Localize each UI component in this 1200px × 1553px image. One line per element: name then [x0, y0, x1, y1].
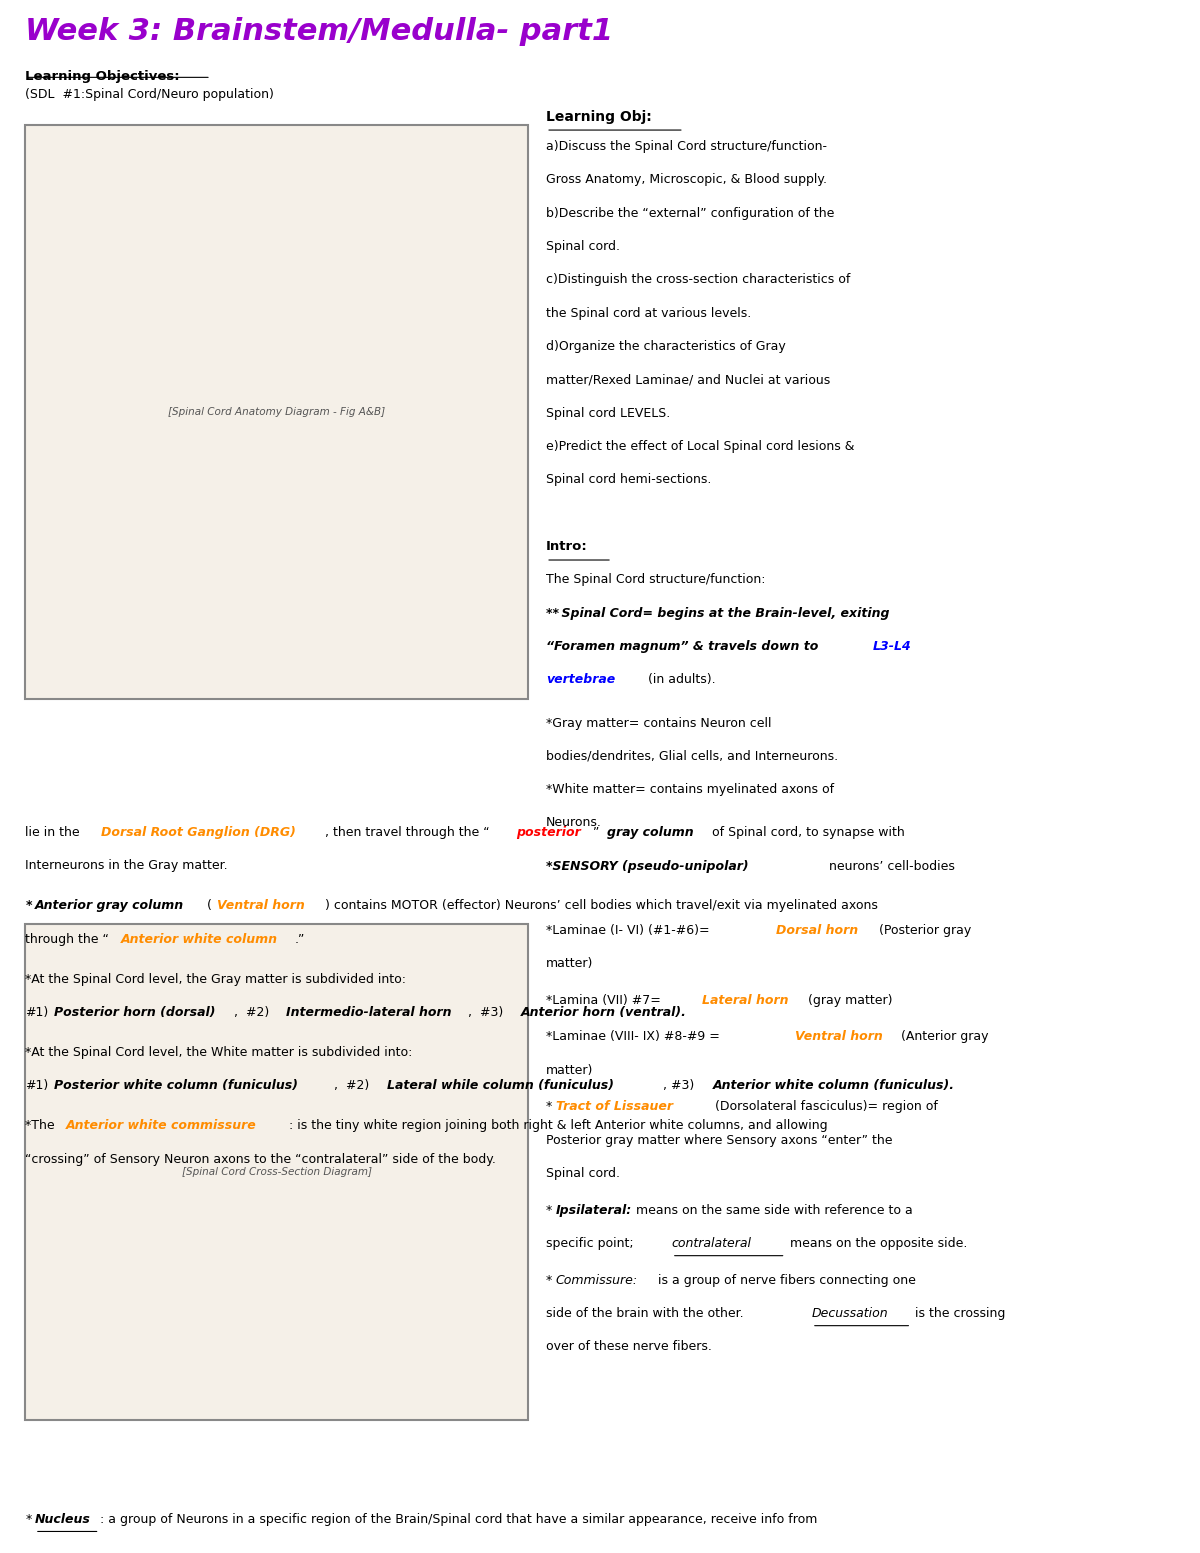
Text: *Gray matter= contains Neuron cell: *Gray matter= contains Neuron cell: [546, 716, 772, 730]
Text: The Spinal Cord structure/function:: The Spinal Cord structure/function:: [546, 573, 766, 585]
Text: Lateral horn: Lateral horn: [702, 994, 788, 1006]
Text: side of the brain with the other.: side of the brain with the other.: [546, 1308, 748, 1320]
Text: *: *: [546, 1101, 552, 1114]
Text: .”: .”: [295, 933, 305, 946]
Text: of Spinal cord, to synapse with: of Spinal cord, to synapse with: [708, 826, 905, 839]
Text: ,  #2): , #2): [335, 1079, 370, 1092]
Text: (: (: [203, 899, 211, 913]
Text: Tract of Lissauer: Tract of Lissauer: [556, 1101, 673, 1114]
Text: Learning Objectives:: Learning Objectives:: [25, 70, 180, 82]
Text: [Spinal Cord Cross-Section Diagram]: [Spinal Cord Cross-Section Diagram]: [181, 1166, 372, 1177]
Text: *Laminae (VIII- IX) #8-#9 =: *Laminae (VIII- IX) #8-#9 =: [546, 1031, 724, 1044]
Text: a)Discuss the Spinal Cord structure/function-: a)Discuss the Spinal Cord structure/func…: [546, 140, 827, 152]
Text: L3-L4: L3-L4: [872, 640, 912, 652]
Text: Nucleus: Nucleus: [35, 1513, 91, 1527]
Text: Dorsal Root Ganglion (DRG): Dorsal Root Ganglion (DRG): [101, 826, 295, 839]
Text: Posterior white column (funiculus): Posterior white column (funiculus): [54, 1079, 298, 1092]
Text: *: *: [546, 1273, 552, 1287]
Text: *: *: [546, 1204, 552, 1216]
Text: means on the opposite side.: means on the opposite side.: [786, 1238, 967, 1250]
Text: Posterior gray matter where Sensory axons “enter” the: Posterior gray matter where Sensory axon…: [546, 1134, 893, 1146]
Text: *At the Spinal Cord level, the Gray matter is subdivided into:: *At the Spinal Cord level, the Gray matt…: [25, 972, 407, 986]
Text: “crossing” of Sensory Neuron axons to the “contralateral” side of the body.: “crossing” of Sensory Neuron axons to th…: [25, 1152, 497, 1166]
Text: *: *: [25, 1513, 31, 1527]
Text: Spinal cord.: Spinal cord.: [546, 1166, 620, 1180]
Text: [Spinal Cord Anatomy Diagram - Fig A&B]: [Spinal Cord Anatomy Diagram - Fig A&B]: [168, 407, 385, 418]
Text: vertebrae: vertebrae: [546, 672, 616, 686]
Text: Ipsilateral:: Ipsilateral:: [556, 1204, 632, 1216]
Text: *: *: [25, 899, 32, 913]
Text: *At the Spinal Cord level, the White matter is subdivided into:: *At the Spinal Cord level, the White mat…: [25, 1047, 413, 1059]
Text: specific point;: specific point;: [546, 1238, 637, 1250]
Text: : a group of Neurons in a specific region of the Brain/Spinal cord that have a s: : a group of Neurons in a specific regio…: [100, 1513, 817, 1527]
Text: *SENSORY (pseudo-unipolar): *SENSORY (pseudo-unipolar): [546, 860, 749, 873]
Text: *The: *The: [25, 1120, 59, 1132]
Text: *Laminae (I- VI) (#1-#6)=: *Laminae (I- VI) (#1-#6)=: [546, 924, 714, 936]
Text: (Posterior gray: (Posterior gray: [875, 924, 972, 936]
Text: matter): matter): [546, 1064, 594, 1076]
Text: (Anterior gray: (Anterior gray: [896, 1031, 989, 1044]
FancyBboxPatch shape: [25, 126, 528, 699]
Text: Commissure:: Commissure:: [556, 1273, 638, 1287]
Text: Spinal cord hemi-sections.: Spinal cord hemi-sections.: [546, 474, 712, 486]
Text: matter/Rexed Laminae/ and Nuclei at various: matter/Rexed Laminae/ and Nuclei at vari…: [546, 373, 830, 387]
Text: , #3): , #3): [664, 1079, 695, 1092]
Text: Ventral horn: Ventral horn: [796, 1031, 883, 1044]
Text: ,  #3): , #3): [468, 1006, 504, 1019]
Text: Anterior white column (funiculus).: Anterior white column (funiculus).: [713, 1079, 954, 1092]
Text: lie in the: lie in the: [25, 826, 84, 839]
Text: b)Describe the “external” configuration of the: b)Describe the “external” configuration …: [546, 207, 834, 219]
Text: is a group of nerve fibers connecting one: is a group of nerve fibers connecting on…: [654, 1273, 916, 1287]
Text: Gross Anatomy, Microscopic, & Blood supply.: Gross Anatomy, Microscopic, & Blood supp…: [546, 174, 827, 186]
Text: neurons’ cell-bodies: neurons’ cell-bodies: [826, 860, 955, 873]
Text: Neurons.: Neurons.: [546, 817, 602, 829]
Text: #1): #1): [25, 1006, 48, 1019]
Text: ,  #2): , #2): [234, 1006, 269, 1019]
Text: Intermedio-lateral horn: Intermedio-lateral horn: [287, 1006, 452, 1019]
Text: means on the same side with reference to a: means on the same side with reference to…: [636, 1204, 913, 1216]
Text: (Dorsolateral fasciculus)= region of: (Dorsolateral fasciculus)= region of: [712, 1101, 938, 1114]
Text: ** Spinal Cord= begins at the Brain-level, exiting: ** Spinal Cord= begins at the Brain-leve…: [546, 607, 889, 620]
Text: Anterior white commissure: Anterior white commissure: [66, 1120, 257, 1132]
Text: the Spinal cord at various levels.: the Spinal cord at various levels.: [546, 306, 751, 320]
Text: through the “: through the “: [25, 933, 109, 946]
Text: Anterior white column: Anterior white column: [121, 933, 278, 946]
Text: Intro:: Intro:: [546, 540, 588, 553]
FancyBboxPatch shape: [25, 924, 528, 1419]
Text: Learning Obj:: Learning Obj:: [546, 110, 652, 124]
Text: Anterior gray column: Anterior gray column: [35, 899, 184, 913]
Text: Interneurons in the Gray matter.: Interneurons in the Gray matter.: [25, 859, 228, 873]
Text: over of these nerve fibers.: over of these nerve fibers.: [546, 1340, 712, 1353]
Text: Ventral horn: Ventral horn: [217, 899, 305, 913]
Text: contralateral: contralateral: [672, 1238, 752, 1250]
Text: ) contains MOTOR (effector) Neurons’ cell bodies which travel/exit via myelinate: ) contains MOTOR (effector) Neurons’ cel…: [325, 899, 877, 913]
Text: : is the tiny white region joining both right & left Anterior white columns, and: : is the tiny white region joining both …: [289, 1120, 827, 1132]
Text: gray column: gray column: [607, 826, 694, 839]
Text: Decussation: Decussation: [812, 1308, 888, 1320]
Text: bodies/dendrites, Glial cells, and Interneurons.: bodies/dendrites, Glial cells, and Inter…: [546, 750, 839, 763]
Text: Spinal cord LEVELS.: Spinal cord LEVELS.: [546, 407, 671, 419]
Text: matter): matter): [546, 957, 594, 971]
Text: e)Predict the effect of Local Spinal cord lesions &: e)Predict the effect of Local Spinal cor…: [546, 439, 854, 453]
Text: “Foramen magnum” & travels down to: “Foramen magnum” & travels down to: [546, 640, 823, 652]
Text: ”: ”: [593, 826, 604, 839]
Text: is the crossing: is the crossing: [911, 1308, 1006, 1320]
Text: (gray matter): (gray matter): [804, 994, 892, 1006]
Text: #1): #1): [25, 1079, 48, 1092]
Text: c)Distinguish the cross-section characteristics of: c)Distinguish the cross-section characte…: [546, 273, 851, 286]
Text: posterior: posterior: [516, 826, 581, 839]
Text: *Lamina (VII) #7=: *Lamina (VII) #7=: [546, 994, 661, 1006]
Text: Anterior horn (ventral).: Anterior horn (ventral).: [521, 1006, 686, 1019]
Text: Posterior horn (dorsal): Posterior horn (dorsal): [54, 1006, 216, 1019]
Text: Spinal cord.: Spinal cord.: [546, 239, 620, 253]
Text: Dorsal horn: Dorsal horn: [776, 924, 858, 936]
Text: Week 3: Brainstem/Medulla- part1: Week 3: Brainstem/Medulla- part1: [25, 17, 613, 47]
Text: *White matter= contains myelinated axons of: *White matter= contains myelinated axons…: [546, 783, 834, 797]
Text: (in adults).: (in adults).: [644, 672, 716, 686]
Text: d)Organize the characteristics of Gray: d)Organize the characteristics of Gray: [546, 340, 786, 353]
Text: , then travel through the “: , then travel through the “: [325, 826, 490, 839]
Text: (SDL  #1:Spinal Cord/Neuro population): (SDL #1:Spinal Cord/Neuro population): [25, 89, 275, 101]
Text: Lateral while column (funiculus): Lateral while column (funiculus): [386, 1079, 614, 1092]
